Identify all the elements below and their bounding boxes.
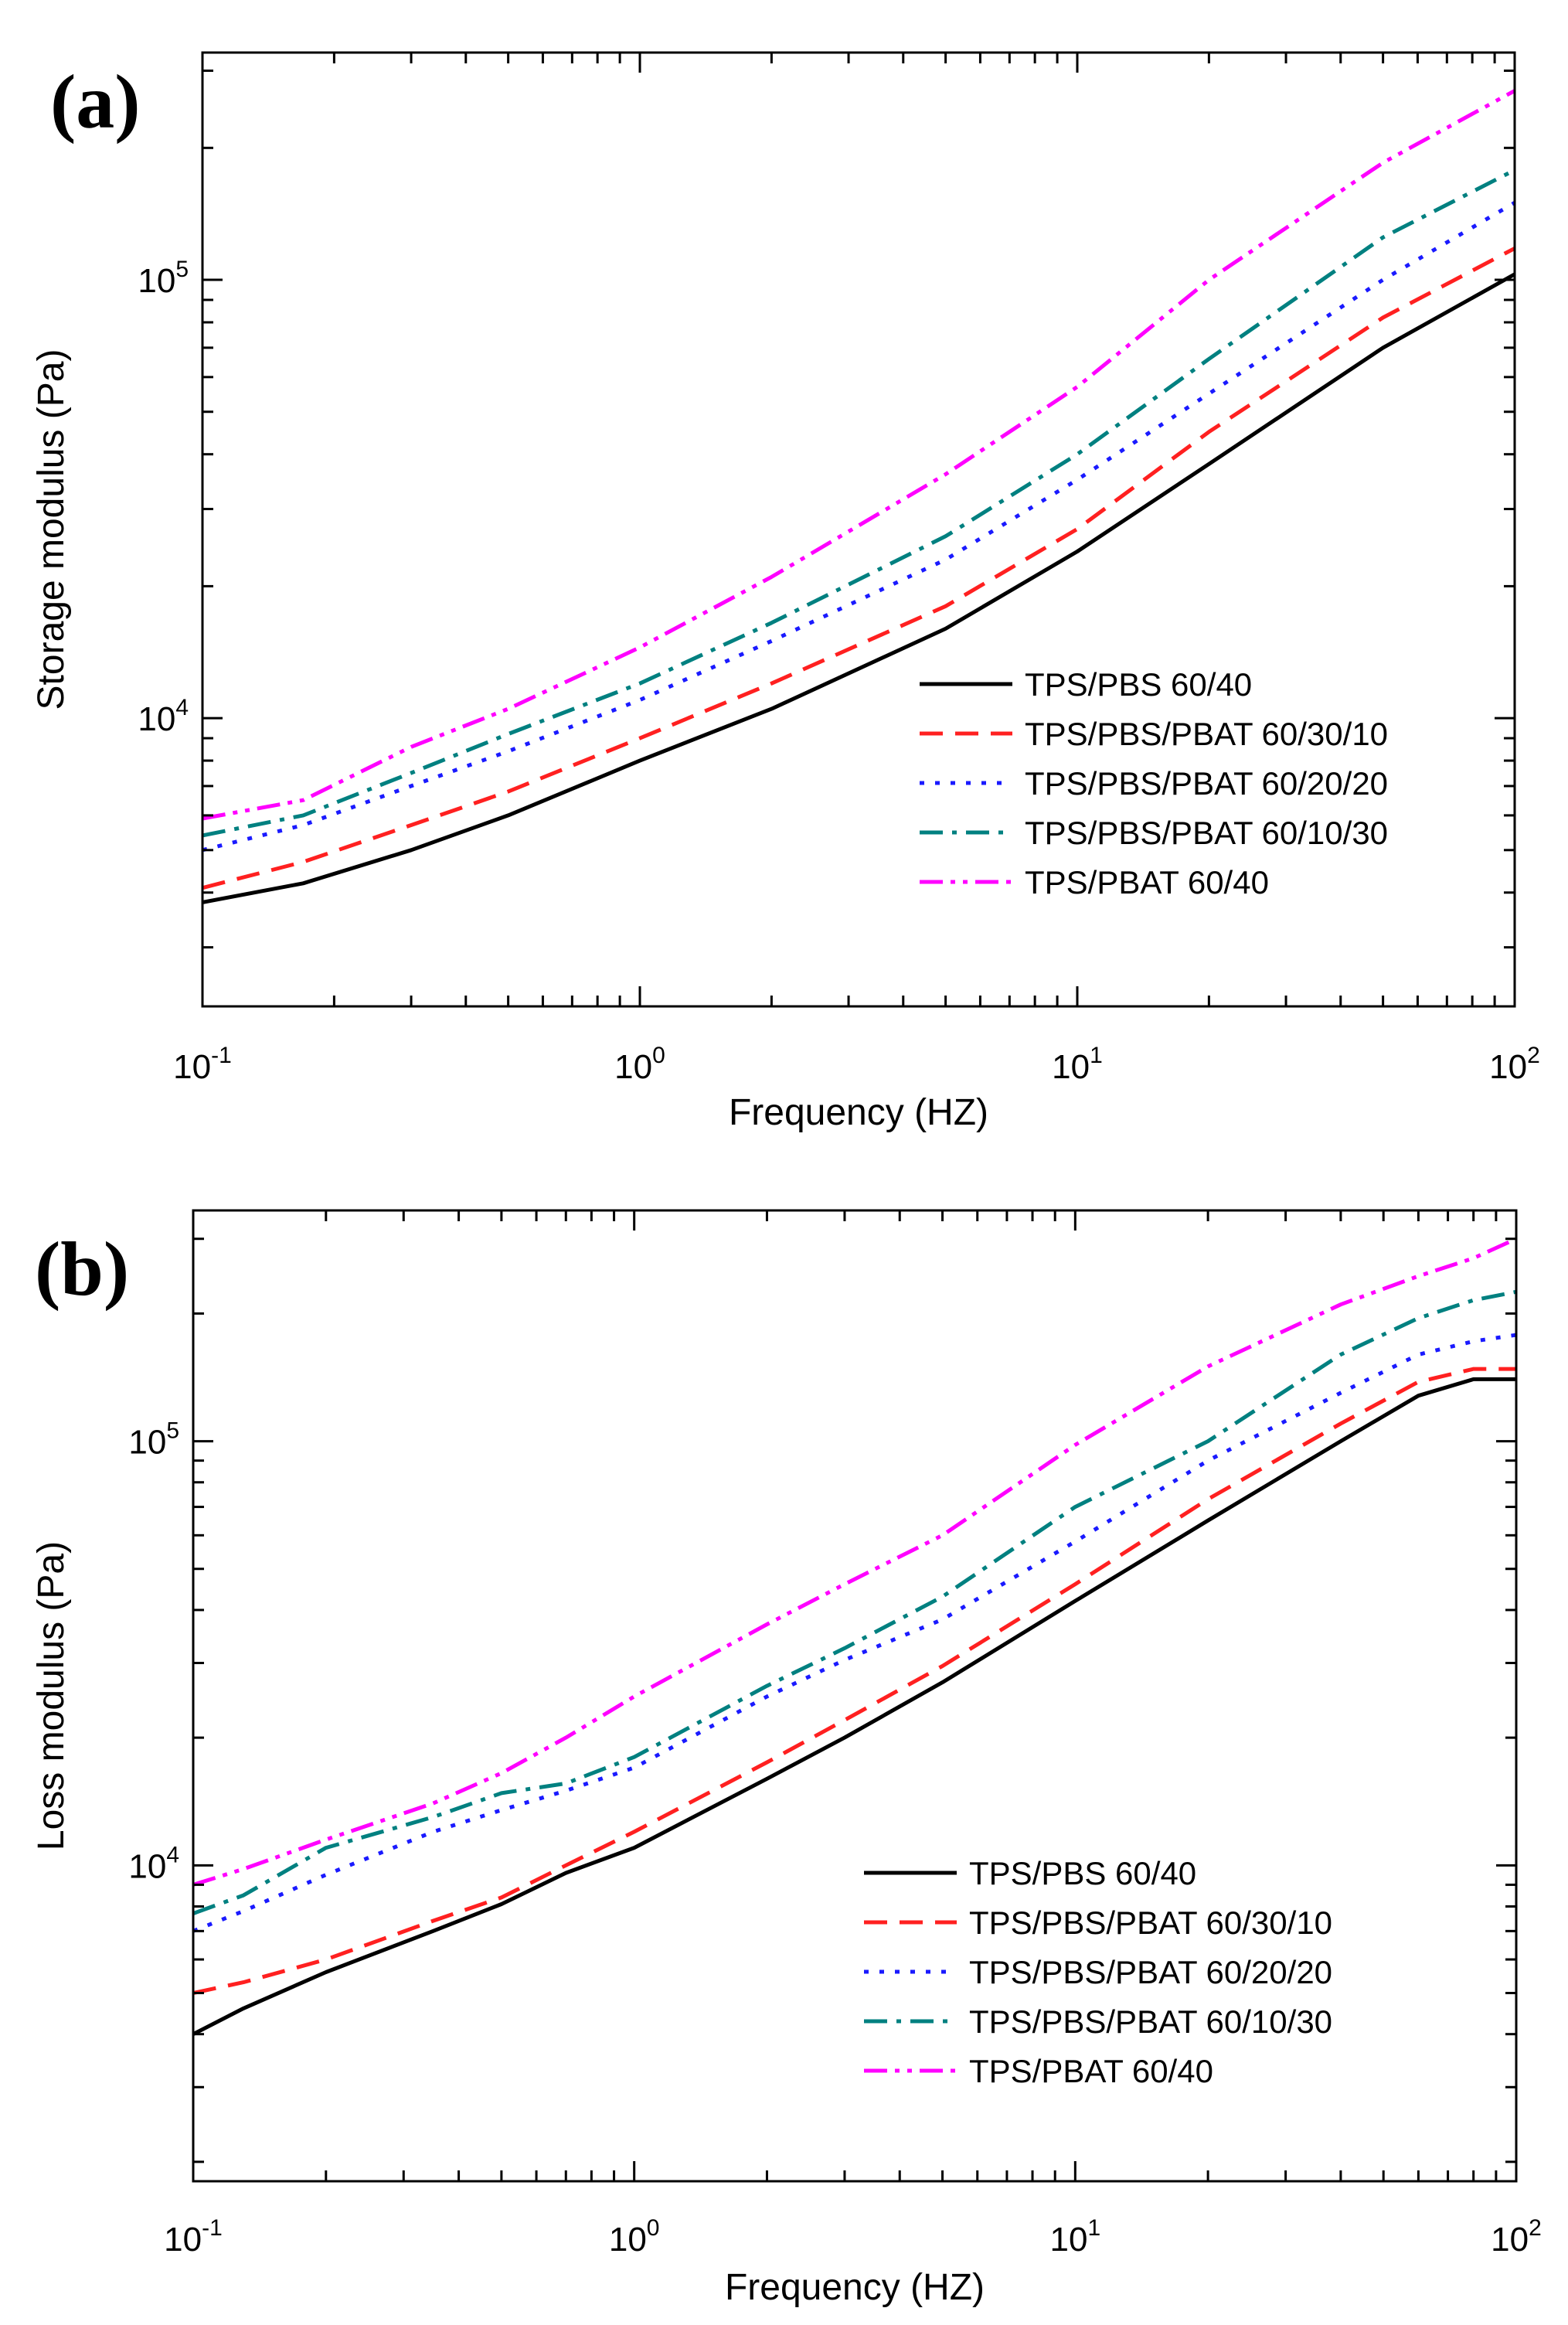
series-line (202, 168, 1515, 838)
series-line (202, 272, 1515, 904)
legend-label: TPS/PBS/PBAT 60/30/10 (1025, 716, 1388, 752)
y-tick-label: 105 (128, 1418, 179, 1462)
y-axis-title: Loss modulus (Pa) (31, 1541, 72, 1850)
legend-label: TPS/PBS/PBAT 60/30/10 (969, 1905, 1332, 1941)
series-line (193, 1237, 1516, 1887)
plot-frame (201, 51, 1516, 1008)
series-line (193, 1333, 1516, 1933)
series-line (193, 1289, 1516, 1915)
legend: TPS/PBS 60/40 TPS/PBS/PBAT 60/30/10 TPS/PB… (920, 666, 1388, 900)
x-tick-label: 102 (1489, 1043, 1540, 1086)
series-group (202, 89, 1515, 904)
legend-label: TPS/PBAT 60/40 (1025, 864, 1269, 900)
y-tick-label: 104 (138, 695, 189, 738)
y-axis-title: Storage modulus (Pa) (31, 349, 72, 710)
panel-label: (a) (50, 59, 141, 145)
legend-label: TPS/PBAT 60/40 (969, 2053, 1213, 2089)
series-line (202, 201, 1515, 853)
panel-b: (b) 10-1 100 101 102 104 105 Frequency (HZ) Loss… (31, 1209, 1542, 2308)
legend-label: TPS/PBS/PBAT 60/10/30 (969, 2003, 1332, 2040)
panel-a: (a) 10-1 100 101 102 104 105 Frequency (HZ) Stor… (31, 51, 1540, 1133)
x-tick-label: 101 (1050, 2215, 1101, 2259)
series-line (202, 89, 1515, 821)
x-tick-label: 102 (1491, 2215, 1542, 2259)
x-axis-title: Frequency (HZ) (729, 1092, 988, 1133)
x-axis-title: Frequency (HZ) (725, 2267, 985, 2308)
legend-label: TPS/PBS 60/40 (1025, 666, 1252, 703)
series-group (193, 1237, 1516, 2036)
panel-label: (b) (35, 1226, 129, 1312)
x-tick-label: 100 (614, 1043, 665, 1086)
series-line (193, 1377, 1516, 2036)
plot-frame (192, 1209, 1518, 2183)
x-tick-label: 10-1 (173, 1043, 232, 1086)
x-tick-label: 100 (609, 2215, 660, 2259)
legend: TPS/PBS 60/40 TPS/PBS/PBAT 60/30/10 TPS/PB… (864, 1855, 1332, 2089)
series-line (193, 1367, 1516, 1995)
legend-label: TPS/PBS/PBAT 60/20/20 (969, 1954, 1332, 1990)
legend-label: TPS/PBS/PBAT 60/10/30 (1025, 815, 1388, 851)
x-tick-label: 101 (1052, 1043, 1103, 1086)
y-tick-label: 104 (128, 1842, 179, 1885)
legend-label: TPS/PBS 60/40 (969, 1855, 1196, 1891)
legend-label: TPS/PBS/PBAT 60/20/20 (1025, 765, 1388, 802)
series-line (202, 247, 1515, 890)
x-tick-label: 10-1 (164, 2215, 223, 2259)
y-tick-label: 105 (138, 257, 189, 300)
